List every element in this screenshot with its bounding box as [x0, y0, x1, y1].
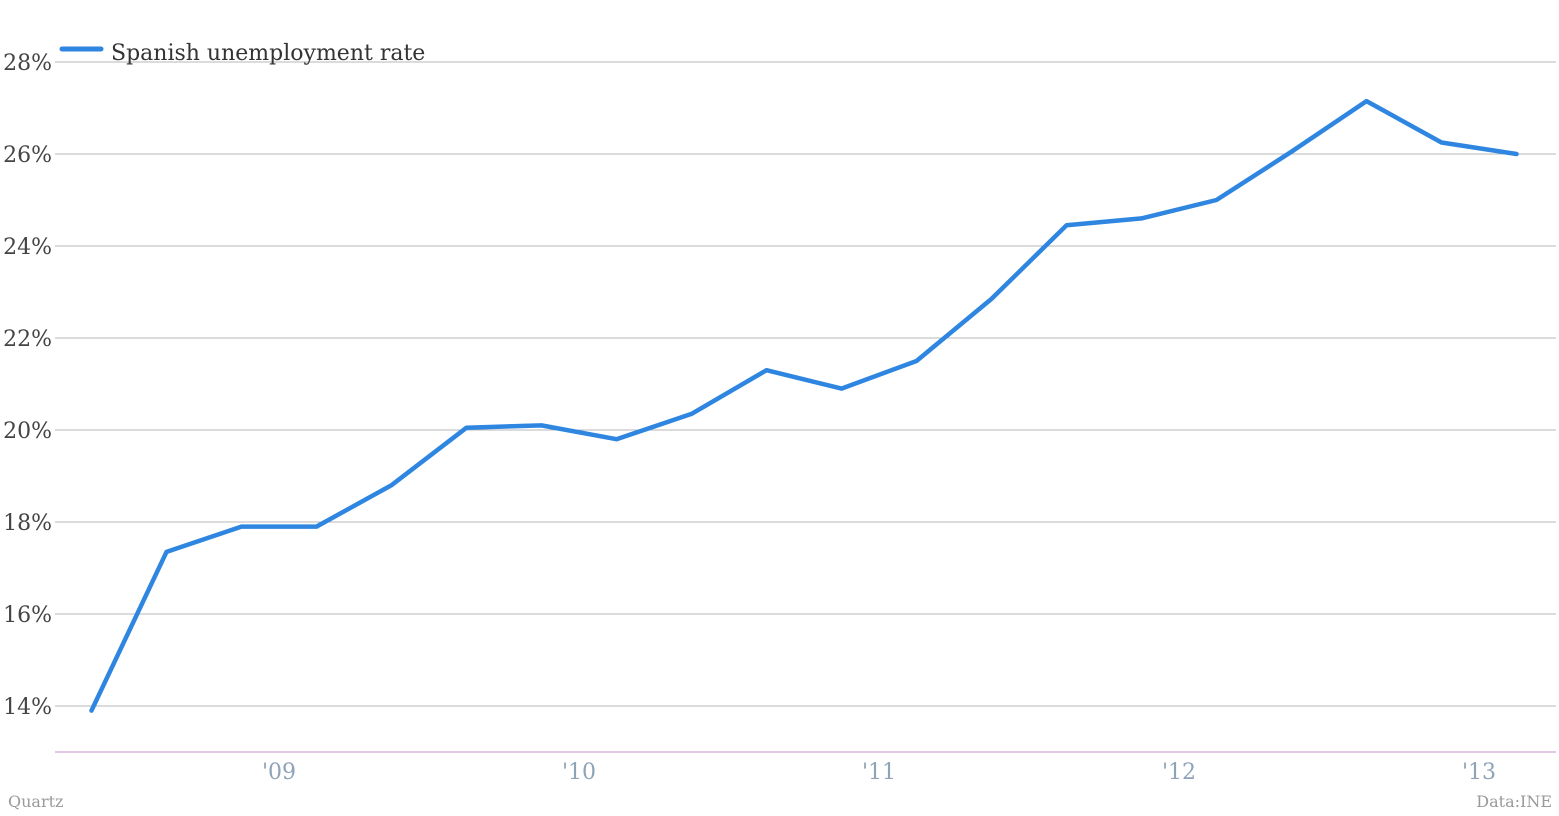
x-tick-label: '10 [562, 760, 596, 785]
gridlines [55, 61, 1556, 707]
x-tick-label: '09 [262, 760, 296, 785]
y-tick-label: 14% [3, 695, 52, 720]
legend: Spanish unemployment rate [59, 41, 425, 66]
y-tick-label: 28% [3, 51, 52, 76]
series-line [89, 98, 1519, 713]
y-tick-label: 20% [3, 419, 52, 444]
y-tick-label: 24% [3, 235, 52, 260]
y-tick-label: 26% [3, 143, 52, 168]
y-tick-label: 16% [3, 603, 52, 628]
series-layer [89, 98, 1519, 713]
x-tick-label: '13 [1462, 760, 1496, 785]
y-tick-label: 22% [3, 327, 52, 352]
credit-right: Data:INE [1476, 792, 1552, 811]
y-tick-label: 18% [3, 511, 52, 536]
legend-label: Spanish unemployment rate [111, 41, 425, 66]
x-tick-label: '12 [1162, 760, 1196, 785]
x-axis-tick-labels: '09 '10 '11 '12 '13 [262, 760, 1496, 785]
credit-left: Quartz [8, 792, 63, 811]
x-tick-label: '11 [862, 760, 896, 785]
y-axis-tick-labels: 14% 16% 18% 20% 22% 24% 26% 28% [3, 51, 52, 720]
